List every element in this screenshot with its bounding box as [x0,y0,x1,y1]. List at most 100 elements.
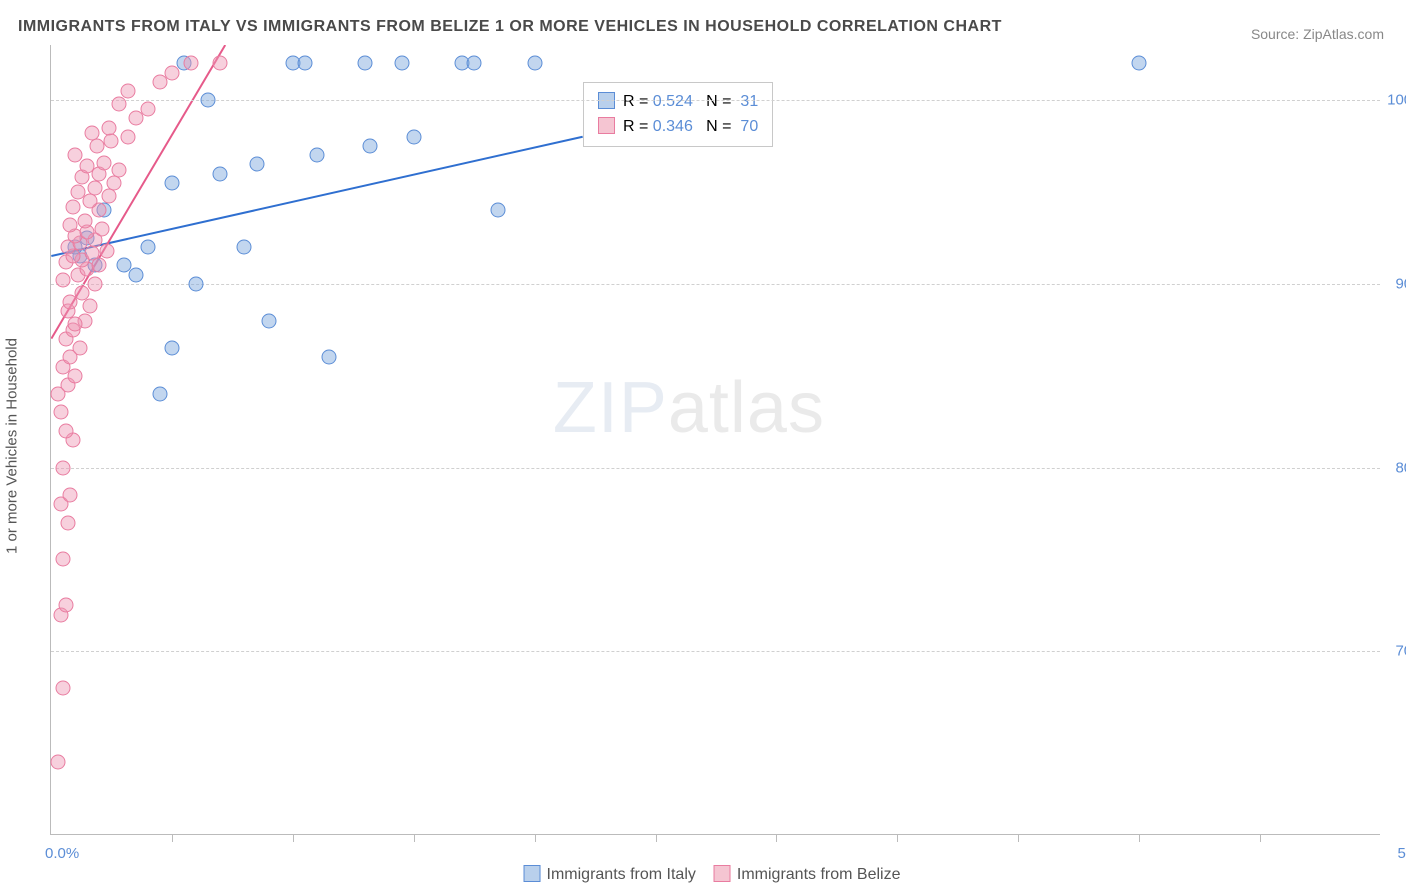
legend-label: Immigrants from Belize [737,866,901,883]
x-tick [656,834,657,842]
data-point [97,155,112,170]
data-point [184,56,199,71]
data-point [237,240,252,255]
data-point [68,148,83,163]
data-point [467,56,482,71]
y-tick-label: 80.0% [1395,459,1406,476]
r-value: 0.346 [653,118,693,135]
data-point [85,245,100,260]
x-tick [897,834,898,842]
data-point [394,56,409,71]
gridline [51,100,1380,101]
data-point [77,214,92,229]
gridline [51,284,1380,285]
data-point [73,341,88,356]
chart-title: IMMIGRANTS FROM ITALY VS IMMIGRANTS FROM… [18,18,1002,36]
data-point [106,175,121,190]
data-point [56,273,71,288]
x-tick [293,834,294,842]
data-point [201,93,216,108]
data-point [82,298,97,313]
x-tick [1260,834,1261,842]
data-point [363,139,378,154]
data-point [63,488,78,503]
data-point [310,148,325,163]
y-axis-title: 1 or more Vehicles in Household [4,338,21,554]
data-point [65,199,80,214]
x-tick [414,834,415,842]
data-point [189,276,204,291]
x-tick [172,834,173,842]
legend-swatch [714,865,731,882]
data-point [527,56,542,71]
data-point [213,56,228,71]
n-value: 31 [736,93,758,110]
data-point [87,276,102,291]
data-point [85,126,100,141]
source-label: Source: ZipAtlas.com [1251,26,1384,42]
x-tick [1018,834,1019,842]
x-tick [535,834,536,842]
watermark-thin: atlas [668,368,825,448]
correlation-row: R = 0.346 N = 70 [598,114,758,140]
y-tick-label: 90.0% [1395,275,1406,292]
correlation-legend: R = 0.524 N = 31R = 0.346 N = 70 [583,82,773,147]
data-point [1132,56,1147,71]
data-point [102,120,117,135]
data-point [94,221,109,236]
data-point [121,129,136,144]
data-point [68,368,83,383]
correlation-row: R = 0.524 N = 31 [598,89,758,115]
legend-swatch [524,865,541,882]
data-point [51,754,66,769]
data-point [89,139,104,154]
data-point [261,313,276,328]
y-tick-label: 100.0% [1387,92,1406,109]
data-point [63,218,78,233]
data-point [60,515,75,530]
data-point [164,175,179,190]
data-point [56,460,71,475]
data-point [104,133,119,148]
data-point [82,194,97,209]
data-point [152,387,167,402]
data-point [102,188,117,203]
gridline [51,651,1380,652]
data-point [99,243,114,258]
legend-label: Immigrants from Italy [547,866,696,883]
data-point [92,258,107,273]
series-legend: Immigrants from Italy Immigrants from Bel… [506,865,901,884]
n-value: 70 [736,118,758,135]
data-point [213,166,228,181]
y-tick-label: 70.0% [1395,643,1406,660]
data-point [322,350,337,365]
data-point [58,423,73,438]
legend-swatch [598,117,615,134]
watermark: ZIPatlas [553,367,825,449]
data-point [53,405,68,420]
x-axis-max-label: 50.0% [1397,845,1406,862]
data-point [80,159,95,174]
data-point [68,317,83,332]
x-tick [776,834,777,842]
data-point [491,203,506,218]
data-point [121,83,136,98]
data-point [56,681,71,696]
x-axis-min-label: 0.0% [45,845,79,862]
watermark-bold: ZIP [553,368,668,448]
data-point [56,552,71,567]
data-point [164,65,179,80]
data-point [111,162,126,177]
data-point [58,598,73,613]
data-point [87,181,102,196]
data-point [406,129,421,144]
r-value: 0.524 [653,93,693,110]
data-point [111,96,126,111]
gridline [51,468,1380,469]
data-point [358,56,373,71]
data-point [164,341,179,356]
data-point [140,240,155,255]
data-point [297,56,312,71]
data-point [140,102,155,117]
data-point [128,267,143,282]
